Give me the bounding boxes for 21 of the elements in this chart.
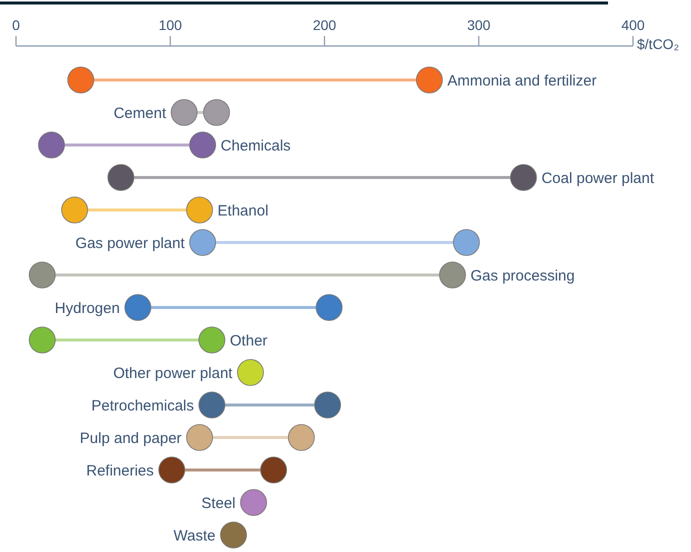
y-tick-label: Cement bbox=[114, 104, 167, 122]
y-tick-label: Chemicals bbox=[220, 137, 291, 154]
y-tick-label: Waste bbox=[174, 527, 216, 544]
y-tick-label: Other bbox=[230, 332, 268, 350]
y-tick-label: Gas processing bbox=[470, 267, 575, 284]
x-tick-label: 400 bbox=[621, 17, 645, 33]
y-tick-label: Hydrogen bbox=[54, 300, 120, 317]
x-tick-label: 0 bbox=[12, 17, 20, 33]
y-tick-label: Gas power plant bbox=[75, 234, 186, 252]
y-tick-label: Coal power plant bbox=[541, 170, 655, 187]
y-tick-label: Refineries bbox=[86, 462, 154, 480]
y-tick-label: Steel bbox=[201, 494, 236, 512]
x-tick-label: 100 bbox=[158, 17, 182, 33]
x-tick-label: 200 bbox=[312, 17, 336, 33]
y-tick-label: Pulp and paper bbox=[80, 430, 182, 447]
y-tick-label: Ethanol bbox=[218, 202, 268, 220]
y-tick-label: Ammonia and fertilizer bbox=[447, 72, 597, 90]
y-tick-label: Other power plant bbox=[113, 364, 234, 382]
x-axis-title: $/tCO₂ bbox=[637, 36, 679, 52]
x-tick-label: 300 bbox=[467, 17, 491, 33]
y-tick-label: Petrochemicals bbox=[91, 397, 194, 414]
